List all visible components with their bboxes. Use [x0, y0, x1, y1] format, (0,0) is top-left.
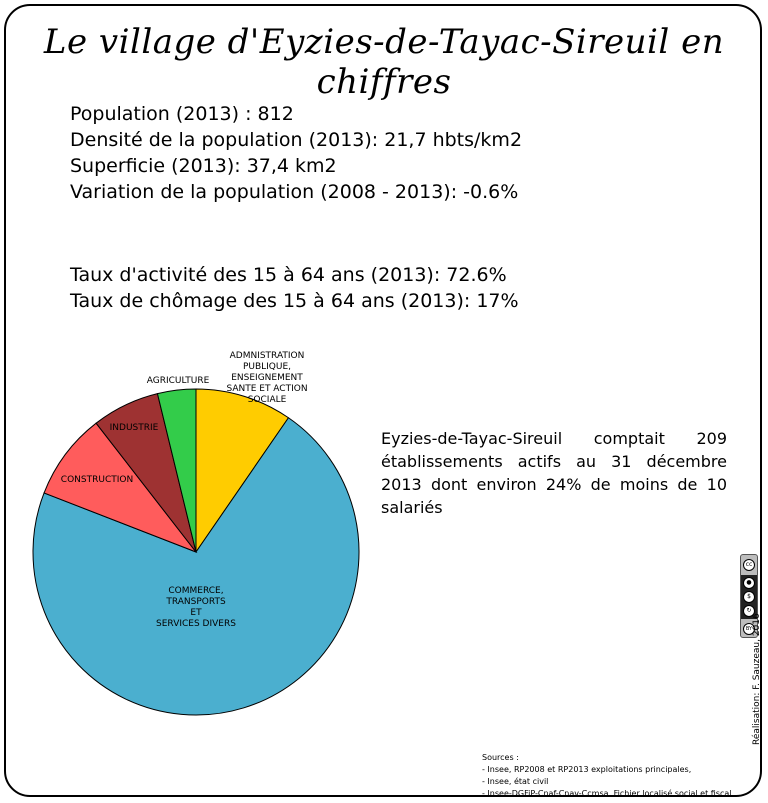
- pie-slice: [195, 388, 290, 554]
- population-variation-stat: Variation de la population (2008 - 2013)…: [70, 181, 519, 203]
- page-title: Le village d'Eyzies-de-Tayac-Sireuil en …: [43, 22, 725, 102]
- source-line: - Insee-DGFiP-Cnaf-Cnav-Ccmsa, Fichier l…: [482, 789, 735, 798]
- area-stat: Superficie (2013): 37,4 km2: [70, 155, 337, 177]
- pie-slice-label: INDUSTRIE: [110, 423, 159, 433]
- by-person-icon: ●: [743, 577, 755, 589]
- sa-icon: ↻: [743, 605, 755, 617]
- activity-stats: Taux d'activité des 15 à 64 ans (2013): …: [70, 262, 519, 314]
- nc-dollar-icon: $: [743, 591, 755, 603]
- demography-stats: Population (2013) : 812 Densité de la po…: [70, 101, 522, 205]
- author-credit: Réalisation: F. Sauzeau, 2016: [752, 613, 762, 745]
- unemployment-rate-stat: Taux de chômage des 15 à 64 ans (2013): …: [70, 290, 519, 312]
- pie-slice: [156, 388, 197, 553]
- source-line: - Insee, état civil: [482, 777, 549, 786]
- pie-slice-label: CONSTRUCTION: [61, 475, 133, 485]
- pie-slice-label: COMMERCE, TRANSPORTS ET SERVICES DIVERS: [156, 586, 236, 629]
- population-stat: Population (2013) : 812: [70, 103, 294, 125]
- pie-slice: [43, 422, 198, 554]
- pie-slice-label: ADMNISTRATION PUBLIQUE, ENSEIGNEMENT SANTE …: [226, 351, 307, 405]
- cc-license-badge: cc ● $ ↻ BY: [740, 554, 758, 638]
- sources-block: Sources : - Insee, RP2008 et RP2013 expl…: [482, 752, 734, 800]
- cc-icon: cc: [743, 559, 755, 571]
- pie-slice: [32, 417, 360, 716]
- density-stat: Densité de la population (2013): 21,7 hb…: [70, 129, 523, 151]
- license-band: ● $ ↻: [741, 575, 757, 619]
- establishments-summary: Eyzies-de-Tayac-Sireuil comptait 209 éta…: [381, 429, 727, 517]
- pie-slice-label: AGRICULTURE: [147, 376, 210, 386]
- sources-heading: Sources :: [482, 753, 519, 762]
- by-text: BY: [743, 623, 755, 635]
- source-line: - Insee, RP2008 et RP2013 exploitations …: [482, 765, 692, 774]
- activity-rate-stat: Taux d'activité des 15 à 64 ans (2013): …: [70, 264, 507, 286]
